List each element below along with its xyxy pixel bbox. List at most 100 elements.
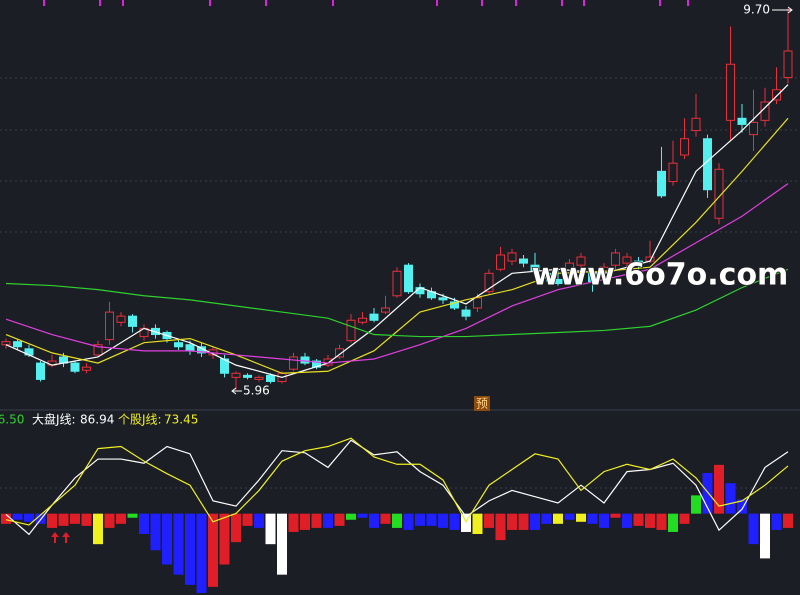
candle-body xyxy=(404,264,413,293)
low-arrow xyxy=(231,387,242,395)
bar xyxy=(599,513,609,528)
high-arrow xyxy=(772,6,793,14)
legend-value: 73.45 xyxy=(164,413,198,427)
bar xyxy=(679,513,690,524)
candle-body xyxy=(622,256,632,264)
bar xyxy=(495,513,506,541)
bar xyxy=(70,513,80,524)
bar xyxy=(116,513,126,524)
line xyxy=(5,183,789,364)
candle-body xyxy=(116,315,126,323)
legend-name: 大盘J线: xyxy=(32,412,76,427)
bar xyxy=(783,513,793,528)
candle-body xyxy=(392,270,402,297)
bar xyxy=(518,513,529,530)
decor xyxy=(0,0,800,543)
candle-body xyxy=(335,348,344,358)
bar xyxy=(58,513,69,526)
bar xyxy=(507,513,517,530)
candle-body xyxy=(174,342,183,348)
bar xyxy=(737,499,747,514)
candle-body xyxy=(289,356,298,370)
bar xyxy=(449,513,460,530)
bar xyxy=(277,513,287,575)
bar xyxy=(1,513,11,524)
bar xyxy=(725,483,736,514)
bar xyxy=(369,513,379,528)
bar xyxy=(311,513,322,528)
candle-body xyxy=(691,117,701,132)
bar xyxy=(403,513,414,530)
candle-body xyxy=(266,374,275,382)
bar xyxy=(426,513,437,526)
candle-body xyxy=(507,252,517,262)
bar xyxy=(254,513,264,528)
candle-body xyxy=(714,168,724,219)
candle-body xyxy=(1,341,11,346)
bar xyxy=(610,513,621,518)
bar xyxy=(104,513,115,528)
bar xyxy=(656,513,667,530)
bar xyxy=(139,513,149,534)
bar xyxy=(357,513,368,518)
bar xyxy=(530,513,540,530)
bar xyxy=(323,513,333,528)
bar xyxy=(472,513,483,534)
cut-label: 86.50 xyxy=(0,413,24,427)
bar xyxy=(24,513,34,522)
bar xyxy=(81,513,92,526)
candle-body xyxy=(737,117,747,125)
bar xyxy=(760,513,770,559)
candle-body xyxy=(473,297,482,309)
bar xyxy=(587,513,598,524)
bar xyxy=(150,513,161,551)
bar xyxy=(93,513,103,545)
bar xyxy=(622,513,632,528)
bar xyxy=(380,513,391,524)
bar xyxy=(12,513,23,520)
candle-body xyxy=(185,344,195,352)
candle-body xyxy=(496,254,505,270)
candle-body xyxy=(461,309,471,317)
bar xyxy=(231,513,241,543)
candle-body xyxy=(749,121,758,136)
line xyxy=(5,268,789,338)
candle-body xyxy=(254,376,264,380)
bar xyxy=(288,513,299,532)
candle-body xyxy=(105,311,114,341)
bar xyxy=(668,513,678,532)
candle-body xyxy=(668,162,678,183)
bar xyxy=(645,513,655,528)
candle-body xyxy=(300,356,310,364)
candle-body xyxy=(243,374,252,378)
candle-body xyxy=(680,138,689,156)
bar xyxy=(415,513,425,526)
bar xyxy=(576,513,586,522)
candle-body xyxy=(70,362,80,372)
bar xyxy=(564,513,575,520)
candle-body xyxy=(358,317,367,323)
bar xyxy=(748,513,759,545)
bar xyxy=(185,513,195,585)
bar xyxy=(771,513,782,530)
candle-body xyxy=(438,297,448,301)
bar xyxy=(334,513,345,526)
line xyxy=(5,439,789,536)
badge: 预 xyxy=(476,397,488,411)
bar xyxy=(47,513,57,528)
candle-body xyxy=(783,50,793,79)
bar xyxy=(541,513,552,524)
bar xyxy=(265,513,276,545)
candle-body xyxy=(381,307,390,313)
candle-body xyxy=(726,63,735,121)
candle-body xyxy=(82,366,91,371)
bar xyxy=(714,464,724,514)
candle-body xyxy=(611,252,620,266)
candle-body xyxy=(13,341,22,348)
candle-body xyxy=(36,362,45,380)
candle-body xyxy=(576,256,586,266)
candle-body xyxy=(346,319,356,342)
bar xyxy=(162,513,172,565)
bar xyxy=(300,513,310,530)
